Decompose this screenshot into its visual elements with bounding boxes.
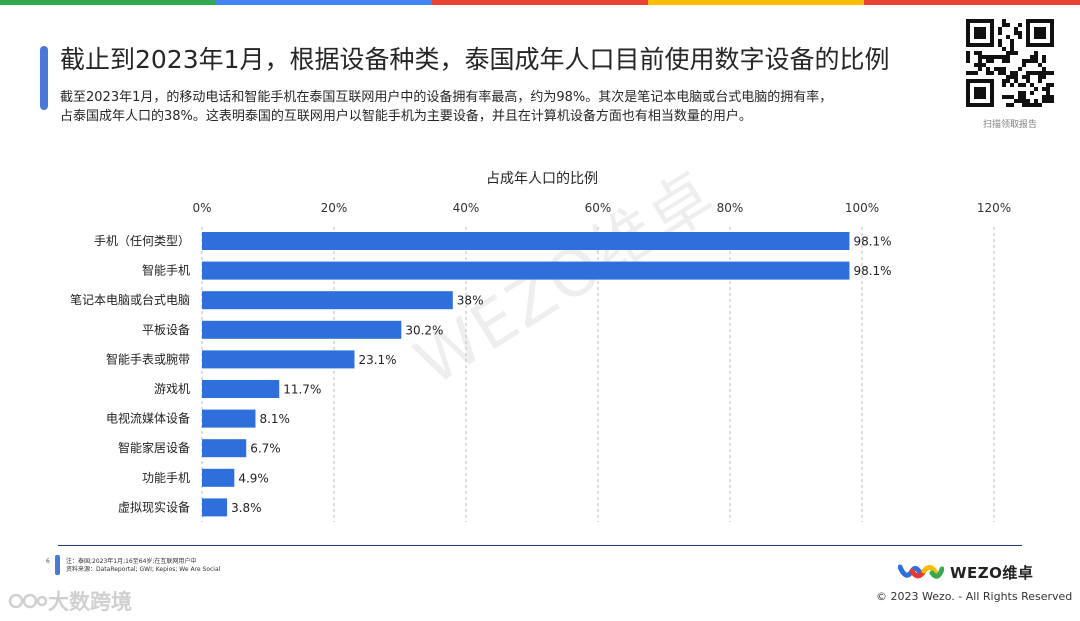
category-label: 智能手表或腕带	[106, 351, 190, 366]
bar	[202, 350, 355, 369]
bar	[202, 261, 850, 280]
top-bar-segment	[0, 0, 216, 5]
qr-caption: 扫描领取报告	[982, 120, 1037, 130]
wezo-logo-icon	[898, 564, 944, 579]
data-label: 6.7%	[250, 442, 281, 456]
bar	[202, 439, 247, 458]
category-label: 电视流媒体设备	[106, 411, 190, 426]
data-label: 38%	[457, 294, 484, 308]
source-line: 资料来源：DataReportal; GWI; Kepios; We Are S…	[66, 566, 221, 573]
x-tick-label: 120%	[977, 201, 1011, 215]
x-tick-label: 100%	[845, 201, 879, 215]
description-line-2: 占泰国成年人口的38%。这表明泰国的互联网用户以智能手机为主要设备，并且在计算机…	[60, 109, 752, 124]
category-label: 平板设备	[142, 323, 190, 337]
category-label: 虚拟现实设备	[118, 499, 190, 514]
source-watermark: 大数跨境	[8, 586, 132, 616]
x-tick-label: 0%	[192, 201, 211, 215]
bar-chart: 0% 20% 40% 60% 80% 100% 120% 手机（任何类型） 98.1% 智能手机…	[70, 171, 1011, 522]
source-logo-icon	[8, 593, 48, 609]
bar	[202, 468, 235, 487]
data-label: 8.1%	[259, 412, 290, 426]
category-label: 智能家居设备	[118, 440, 190, 455]
category-label: 功能手机	[142, 471, 190, 485]
top-bar-segment	[432, 0, 648, 5]
qr-code-icon	[966, 19, 1054, 107]
copyright: © 2023 Wezo. - All Rights Reserved	[876, 590, 1073, 603]
note-line-1: 注：泰国;2023年1月;16至64岁;在互联网用户中	[66, 558, 197, 565]
top-bar-segment	[216, 0, 432, 5]
category-label: 笔记本电脑或台式电脑	[70, 292, 190, 307]
bar	[202, 409, 256, 428]
logo-text: WEZO维卓	[950, 563, 1034, 582]
page-description: 截至2023年1月，的移动电话和智能手机在泰国互联网用户中的设备拥有率最高，约为…	[60, 88, 960, 126]
category-label: 智能手机	[142, 263, 190, 278]
data-label: 98.1%	[853, 264, 891, 278]
category-label: 手机（任何类型）	[94, 234, 190, 248]
data-label: 30.2%	[405, 323, 443, 337]
page-number: 6	[46, 558, 50, 565]
bar	[202, 498, 228, 517]
footer-note: 注：泰国;2023年1月;16至64岁;在互联网用户中 资料来源：DataRep…	[66, 558, 220, 574]
x-tick-label: 20%	[321, 201, 348, 215]
top-bar-segment	[648, 0, 864, 5]
page-title: 截止到2023年1月，根据设备种类，泰国成年人口目前使用数字设备的比例	[60, 45, 890, 74]
title-accent-bar	[40, 46, 48, 110]
x-tick-label: 80%	[717, 201, 744, 215]
top-color-bar	[0, 0, 1080, 5]
bar	[202, 232, 850, 250]
chart-title: 占成年人口的比例	[486, 171, 598, 187]
data-label: 23.1%	[358, 353, 396, 367]
bar	[202, 320, 402, 339]
bar	[202, 291, 453, 310]
footer-accent-bar	[55, 555, 60, 575]
data-label: 98.1%	[853, 235, 891, 249]
wezo-logo: WEZO维卓	[898, 561, 1033, 583]
top-bar-segment	[864, 0, 1080, 5]
x-tick-label: 40%	[453, 201, 480, 215]
footer-divider	[58, 545, 1022, 546]
data-label: 3.8%	[231, 501, 262, 515]
source-watermark-text: 大数跨境	[48, 590, 132, 614]
data-label: 11.7%	[283, 383, 321, 397]
category-label: 游戏机	[154, 382, 190, 396]
bar	[202, 380, 280, 398]
data-label: 4.9%	[238, 471, 269, 485]
description-line-1: 截至2023年1月，的移动电话和智能手机在泰国互联网用户中的设备拥有率最高，约为…	[60, 90, 833, 105]
x-tick-label: 60%	[585, 201, 612, 215]
